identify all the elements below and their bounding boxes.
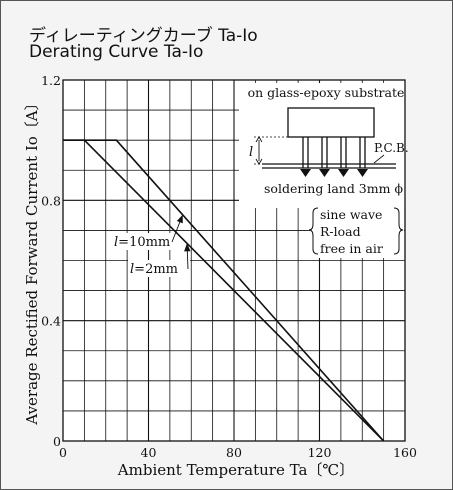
inset-diagram: on glass-epoxy substrate bbox=[239, 83, 409, 208]
solder-land-label: soldering land 3mm ϕ bbox=[264, 181, 403, 196]
solder-lands bbox=[300, 169, 368, 177]
series-label-l-2mm-arrowhead bbox=[184, 243, 191, 252]
series-line-l-2mm bbox=[63, 139, 385, 442]
pcb-label: P.C.B. bbox=[374, 141, 409, 155]
y-axis-label: Average Rectified Forward Current Io〔A〕 bbox=[23, 95, 41, 425]
series-label-l-2mm: l=2mm bbox=[130, 262, 178, 277]
series-label-l-10mm: l=10mm bbox=[114, 235, 170, 250]
series-label-l-10mm-arrowhead bbox=[176, 214, 183, 224]
lead-length-dimension bbox=[254, 136, 298, 165]
y-tick-label: 0 bbox=[53, 434, 61, 449]
x-tick-label: 160 bbox=[393, 445, 417, 460]
series-labels: l=10mm l=2mm bbox=[112, 214, 191, 277]
x-tick-label: 0 bbox=[59, 445, 67, 460]
x-tick-label: 120 bbox=[308, 445, 332, 460]
diode-leads bbox=[302, 137, 366, 168]
lead-length-label: l bbox=[249, 145, 253, 160]
condition-r-load: R-load bbox=[320, 224, 361, 239]
chart-title: Derating Curve Ta-Io bbox=[29, 42, 204, 62]
series-label-l-10mm-background bbox=[112, 233, 174, 250]
x-tick-label: 40 bbox=[141, 445, 157, 460]
pcb-board bbox=[262, 163, 396, 169]
condition-free-in-air: free in air bbox=[320, 241, 383, 256]
y-tick-label: 0.8 bbox=[41, 193, 61, 208]
y-tick-label: 0.4 bbox=[41, 314, 61, 329]
conditions-brace-right bbox=[393, 207, 404, 255]
inset-substrate-label: on glass-epoxy substrate bbox=[248, 85, 405, 100]
tick-labels: 0 40 80 120 160 0 0.4 0.8 1.2 bbox=[41, 73, 417, 460]
pcb-pointer bbox=[373, 154, 385, 164]
conditions-background bbox=[310, 203, 404, 258]
y-tick-label: 1.2 bbox=[41, 73, 61, 88]
series-label-l-2mm-background bbox=[128, 260, 190, 277]
chart-title-japanese: ディレーティングカーブ Ta-Io bbox=[29, 26, 258, 46]
diode-body bbox=[287, 107, 375, 138]
condition-sine-wave: sine wave bbox=[320, 207, 382, 222]
x-tick-label: 80 bbox=[226, 445, 242, 460]
series-lines bbox=[63, 139, 385, 442]
x-axis-label: Ambient Temperature Ta〔℃〕 bbox=[117, 461, 354, 479]
plot-border bbox=[62, 79, 406, 442]
conditions-brace-left bbox=[308, 207, 319, 255]
conditions-note: sine wave R-load free in air bbox=[308, 203, 404, 258]
